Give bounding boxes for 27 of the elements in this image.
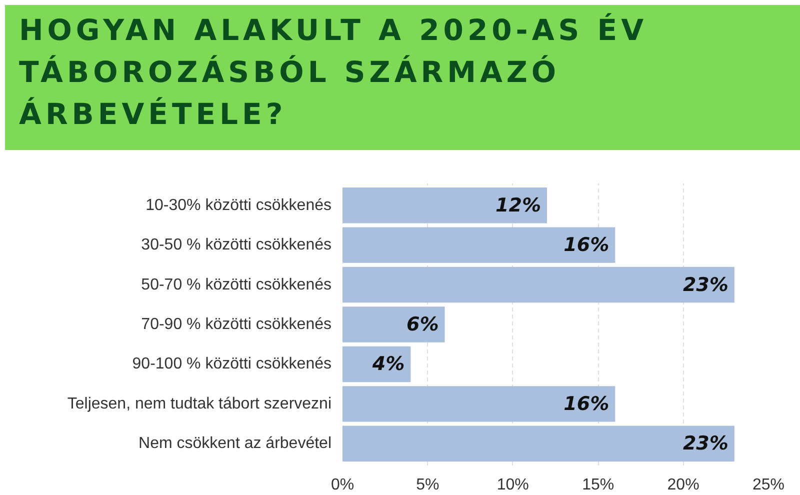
- data-label: 23%: [682, 432, 728, 455]
- data-label: 23%: [682, 274, 728, 296]
- x-tick-label: 5%: [416, 476, 440, 494]
- y-tick-label: 70-90 % közötti csökkenés: [141, 316, 332, 333]
- y-tick-label: 50-70 % közötti csökkenés: [141, 276, 332, 294]
- x-tick-label: 20%: [667, 476, 700, 494]
- bar: [342, 187, 547, 224]
- bar: [342, 227, 616, 263]
- x-tick-label: 25%: [752, 476, 785, 494]
- y-tick-label: Teljesen, nem tudtak tábort szervezni: [67, 395, 332, 412]
- y-tick-label: 90-100 % közötti csökkenés: [132, 356, 332, 373]
- x-tick-label: 15%: [582, 476, 614, 494]
- x-tick-label: 10%: [496, 476, 529, 494]
- x-tick-label: 0%: [330, 476, 354, 494]
- data-label: 6%: [406, 314, 439, 336]
- y-tick-label: 30-50 % közötti csökkenés: [141, 236, 332, 254]
- data-label: 12%: [496, 194, 541, 216]
- bar: [342, 306, 445, 342]
- bar: [342, 386, 616, 422]
- data-label: 16%: [564, 234, 610, 256]
- bar: [342, 426, 734, 462]
- bar: [342, 266, 734, 303]
- y-tick-label: 10-30% közötti csökkenés: [146, 196, 332, 214]
- data-label: 4%: [371, 353, 405, 376]
- chart-title: HOGYAN ALAKULT A 2020-AS ÉV TÁBOROZÁSBÓL SZÁRMAZÓ ÁRBEVÉTELE?: [19, 12, 649, 133]
- y-tick-label: Nem csökkent az árbevétel: [138, 435, 332, 452]
- data-label: 16%: [564, 392, 610, 415]
